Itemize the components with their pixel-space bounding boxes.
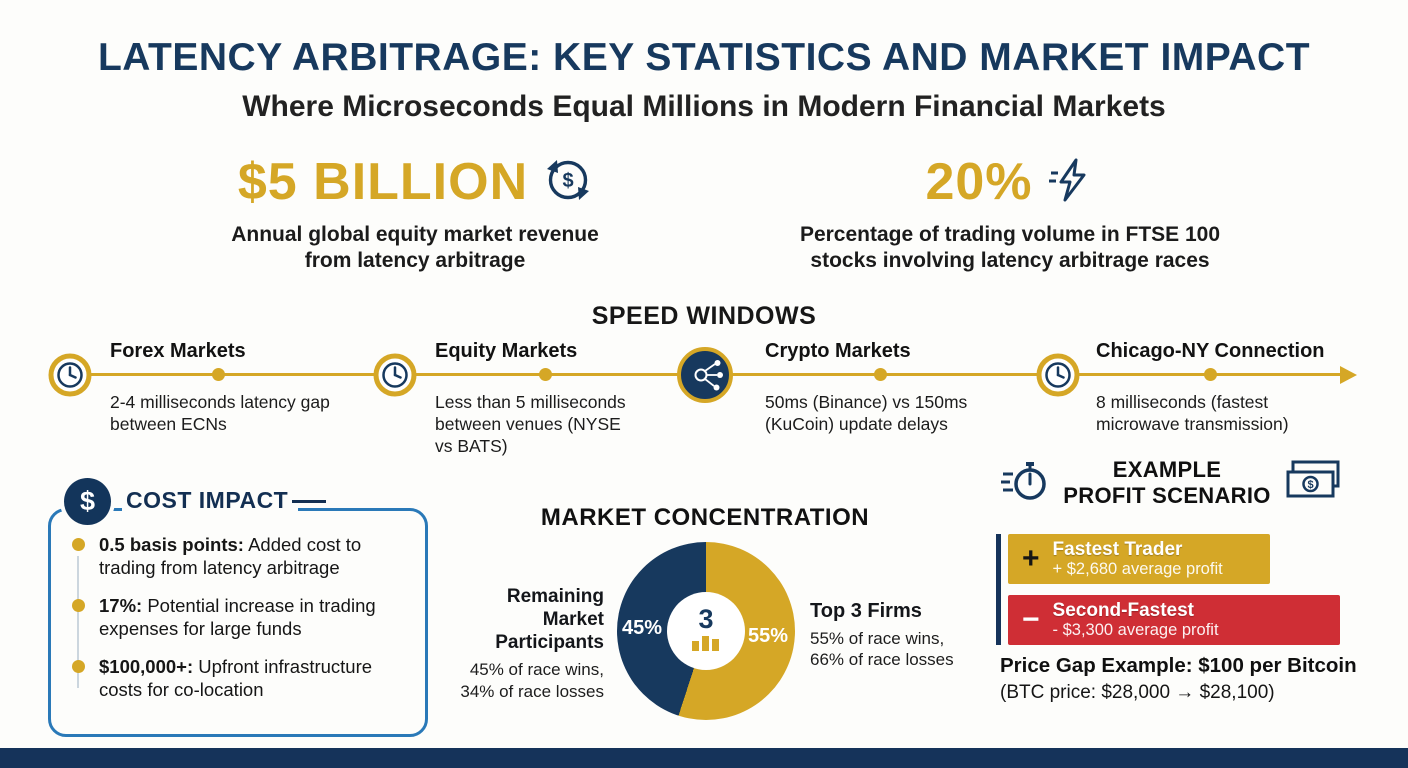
timeline-item-description: 2-4 milliseconds latency gap between ECN… [110, 392, 330, 434]
label-detail: 55% of race wins, 66% of race losses [810, 629, 954, 670]
cost-item-lead: $100,000+: [99, 656, 194, 678]
timeline-dot [539, 368, 552, 381]
minus-icon: − [1022, 603, 1040, 636]
stat-caption: Annual global equity market revenue from… [231, 223, 599, 273]
cost-impact-item: 17%: Potential increase in trading expen… [72, 595, 412, 640]
btc-price-detail: (BTC price: $28,000 → $28,100) [1000, 682, 1275, 703]
title-line-2: PROFIT SCENARIO [1063, 482, 1271, 508]
concentration-pie: 3 [617, 542, 795, 720]
page-title: LATENCY ARBITRAGE: KEY STATISTICS AND MA… [97, 36, 1311, 79]
cost-impact-item: $100,000+: Upfront infrastructure costs … [72, 656, 412, 701]
stat-value: 20% [925, 153, 1033, 211]
profit-row-detail: + $2,680 average profit [1052, 560, 1223, 579]
timeline-item-name: Equity Markets [435, 340, 578, 362]
cash-icon: $ [1285, 459, 1341, 506]
stat-20-percent: 20% Percentage of trading volume in FTSE… [770, 152, 1250, 275]
cost-impact-title: COST IMPACT [122, 487, 299, 514]
label-title: Top 3 Firms [810, 600, 922, 622]
timeline-item-name: Chicago-NY Connection [1096, 340, 1325, 362]
cost-impact-connector [77, 556, 79, 688]
timeline-item-description: Less than 5 milliseconds between venues … [435, 392, 626, 456]
profit-row: + Fastest Trader + $2,680 average profit [1008, 534, 1270, 584]
cost-item-lead: 17%: [99, 595, 143, 617]
bullet-icon [72, 538, 85, 551]
pie-center: 3 [667, 592, 745, 670]
timeline-arrow-icon [1340, 366, 1357, 384]
timeline-item-name: Forex Markets [110, 340, 246, 362]
pie-center-value: 3 [698, 604, 714, 634]
cost-impact-rule [292, 500, 326, 503]
timeline-dot [212, 368, 225, 381]
page-subtitle: Where Microseconds Equal Millions in Mod… [242, 90, 1166, 123]
profit-row-title: Second-Fastest [1052, 599, 1195, 621]
profit-scenario-title: EXAMPLE PROFIT SCENARIO [1063, 457, 1270, 508]
bullet-icon [72, 599, 85, 613]
network-icon [675, 345, 735, 410]
title-line-1: EXAMPLE [1112, 457, 1222, 483]
dollar-circle-icon: $ [64, 478, 111, 525]
cost-item-text: Added cost to trading from latency arbit… [99, 534, 362, 578]
timeline-item-description: 8 milliseconds (fastest microwave transm… [1096, 392, 1289, 434]
price-gap-footer: Price Gap Example: $100 per Bitcoin (BTC… [1000, 654, 1362, 704]
clock-icon [372, 352, 418, 403]
cost-impact-panel [48, 508, 428, 737]
timeline-item-description: 50ms (Binance) vs 150ms (KuCoin) update … [765, 392, 968, 434]
label-title: Remaining Market Participants [495, 586, 604, 653]
dollar-cycle-icon: $ [544, 156, 592, 209]
cost-item-lead: 0.5 basis points: [99, 534, 244, 555]
timeline-dot [1204, 368, 1217, 381]
price-gap-example: Price Gap Example: $100 per Bitcoin [1000, 654, 1357, 677]
profit-row-detail: - $3,300 average profit [1052, 621, 1219, 640]
top3-firms-label: Top 3 Firms 55% of race wins, 66% of rac… [810, 600, 985, 671]
bullet-icon [72, 660, 85, 674]
cost-item-text: Upfront infrastructure costs for co-loca… [99, 656, 373, 700]
svg-text:$: $ [563, 170, 574, 192]
stopwatch-icon [1001, 456, 1049, 509]
market-concentration-title: MARKET CONCENTRATION [540, 504, 870, 531]
cost-impact-item: 0.5 basis points: Added cost to trading … [72, 534, 412, 579]
clock-icon [1035, 352, 1081, 403]
svg-text:$: $ [1307, 479, 1313, 491]
bottom-bar [0, 748, 1408, 768]
timeline-dot [874, 368, 887, 381]
label-detail: 45% of race wins, 34% of race losses [460, 660, 604, 701]
profit-row: − Second-Fastest - $3,300 average profit [1008, 595, 1340, 645]
lightning-icon [1048, 157, 1095, 208]
clock-icon [47, 352, 93, 403]
plus-icon: + [1022, 542, 1040, 575]
speed-windows-title: SPEED WINDOWS [591, 302, 817, 330]
timeline-item-name: Crypto Markets [765, 340, 911, 362]
cost-impact-list: 0.5 basis points: Added cost to trading … [72, 534, 412, 701]
slice-label-top3: 55% [748, 625, 789, 647]
slice-label-remaining: 45% [622, 617, 663, 639]
profit-row-title: Fastest Trader [1052, 538, 1183, 560]
profit-scenario-bars: + Fastest Trader + $2,680 average profit… [996, 534, 1348, 645]
stat-caption: Percentage of trading volume in FTSE 100… [799, 223, 1221, 273]
stat-5-billion: $5 BILLION $ Annual global equity market… [190, 152, 640, 275]
profit-scenario-header: EXAMPLE PROFIT SCENARIO $ [975, 456, 1367, 509]
cost-item-text: Potential increase in trading expenses f… [99, 595, 376, 639]
remaining-participants-label: Remaining Market Participants 45% of rac… [432, 586, 604, 702]
bar-chart-icon [691, 635, 721, 656]
stat-value: $5 BILLION [237, 153, 529, 211]
